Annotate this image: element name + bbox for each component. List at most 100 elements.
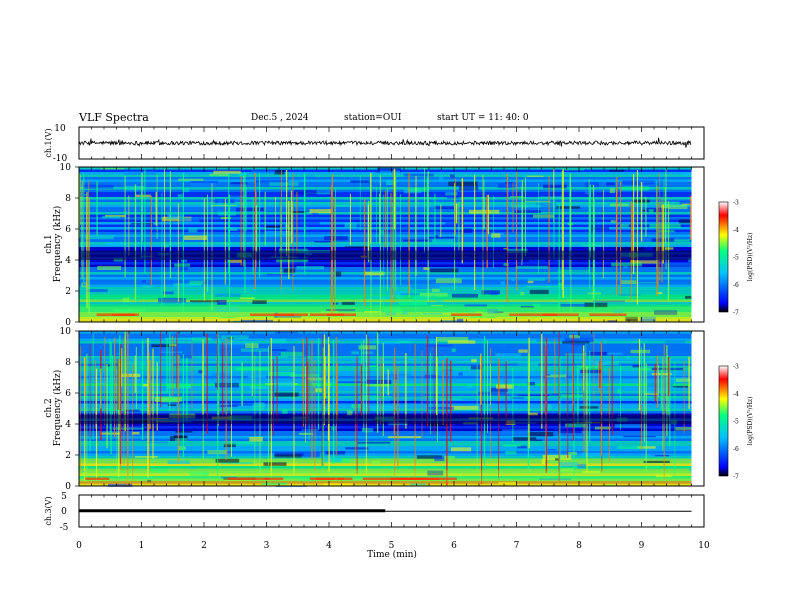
spectral-patch xyxy=(495,353,521,358)
ch3-level-panel: 5 0 -5 ch.3(V) xyxy=(44,492,705,533)
spectral-patch xyxy=(102,215,121,219)
spectral-patch xyxy=(642,209,646,212)
spectral-patch xyxy=(323,483,353,487)
ch1-spectrogram-image xyxy=(78,167,704,323)
frequency-band xyxy=(79,483,692,487)
frequency-band xyxy=(79,461,692,464)
spectral-patch xyxy=(255,179,289,183)
frequency-band xyxy=(79,299,692,303)
spectral-patch xyxy=(238,172,246,178)
spectral-patch xyxy=(268,372,295,376)
spectral-patch xyxy=(664,340,686,345)
colorbar-tick-label: -3 xyxy=(733,200,739,207)
colorbar-tick-label: -5 xyxy=(733,255,739,262)
spectral-patch xyxy=(582,360,608,365)
spectral-patch xyxy=(214,293,241,297)
ch1-colorbar-label: log(PSD)(V²/Hz) xyxy=(747,233,754,282)
spectral-patch xyxy=(190,180,218,183)
spectral-patch xyxy=(620,224,629,228)
ch2-frequency-ticks: 0 2 4 6 8 10 xyxy=(60,327,79,492)
frequency-band xyxy=(79,282,692,285)
spectral-patch xyxy=(135,299,140,302)
frequency-band xyxy=(79,302,692,305)
spectral-patch xyxy=(688,258,692,263)
spectral-patch xyxy=(654,310,678,315)
frequency-band xyxy=(79,426,692,429)
spectral-patch xyxy=(464,304,488,307)
frequency-tick-label: 8 xyxy=(65,358,71,368)
spectral-patch xyxy=(83,194,88,196)
spectral-patch xyxy=(514,210,541,213)
spectral-patch xyxy=(585,190,591,195)
frequency-band xyxy=(79,247,692,250)
spectral-patch xyxy=(189,182,216,188)
frequency-band xyxy=(79,366,692,369)
frequency-tick-label: 2 xyxy=(65,451,71,461)
colorbar-tick-label: -4 xyxy=(733,227,739,234)
spectral-patch xyxy=(632,364,641,368)
spectral-patch xyxy=(606,484,614,486)
spectral-patch xyxy=(272,349,287,351)
spectral-patch xyxy=(314,241,331,243)
spectral-patch xyxy=(403,173,434,177)
x-axis-label: Time (min) xyxy=(367,549,417,560)
spectral-patch xyxy=(647,383,673,387)
hot-streak xyxy=(451,313,482,316)
frequency-band xyxy=(79,363,692,367)
spectral-patch xyxy=(558,428,582,434)
ch1-channel-label: ch.1 xyxy=(44,234,54,253)
spectral-patch xyxy=(679,201,692,205)
frequency-band xyxy=(79,471,692,474)
spectral-patch xyxy=(471,359,477,363)
spectral-patch xyxy=(396,340,410,344)
spectral-patch xyxy=(190,300,218,303)
spectral-patch xyxy=(503,247,507,250)
x-tick-label: 10 xyxy=(698,541,710,551)
frequency-band xyxy=(79,451,692,454)
spectral-patch xyxy=(83,283,86,286)
spectral-patch xyxy=(88,377,119,380)
spectral-patch xyxy=(516,363,528,367)
spectral-patch xyxy=(388,295,404,299)
spectral-patch xyxy=(188,228,198,233)
spectral-patch xyxy=(379,230,385,235)
spectral-patch xyxy=(366,379,392,384)
spectral-patch xyxy=(581,244,602,247)
colorbar-tick-label: -6 xyxy=(733,282,739,289)
frequency-band xyxy=(79,312,692,315)
spectral-patch xyxy=(502,444,522,447)
spectral-patch xyxy=(305,192,331,195)
spectral-patch xyxy=(518,394,550,396)
spectral-patch xyxy=(400,310,404,314)
frequency-band xyxy=(79,314,692,318)
spectral-patch xyxy=(261,482,288,485)
spectral-patch xyxy=(177,194,183,198)
spectral-patch xyxy=(383,373,411,378)
x-tick-label: 0 xyxy=(76,541,82,551)
frequency-band xyxy=(79,179,692,183)
frequency-tick-label: 10 xyxy=(60,163,72,173)
frequency-band xyxy=(79,408,692,412)
spectral-patch xyxy=(345,246,370,248)
spectral-patch xyxy=(363,311,381,313)
ch1-ytick-top: 10 xyxy=(54,124,66,134)
ch2-spectrogram-panel: 0 2 4 6 8 10 ch.2 Frequency (kHz) xyxy=(44,327,705,492)
spectral-patch xyxy=(274,454,302,458)
spectral-patch xyxy=(525,285,558,288)
spectral-patch xyxy=(251,170,277,174)
spectral-patch xyxy=(154,397,182,402)
spectral-patch xyxy=(253,405,264,411)
spectral-patch xyxy=(435,235,439,238)
spectral-patch xyxy=(252,300,267,304)
spectral-patch xyxy=(218,405,238,407)
spectral-patch xyxy=(590,226,610,230)
spectral-patch xyxy=(582,471,600,473)
spectral-patch xyxy=(125,186,145,191)
start-time-label: start UT = 11: 40: 0 xyxy=(437,113,529,123)
spectral-patch xyxy=(526,175,544,177)
x-tick-label: 9 xyxy=(639,541,645,551)
spectral-patch xyxy=(617,388,621,394)
spectral-patch xyxy=(640,316,656,322)
frequency-tick-label: 10 xyxy=(60,327,72,337)
